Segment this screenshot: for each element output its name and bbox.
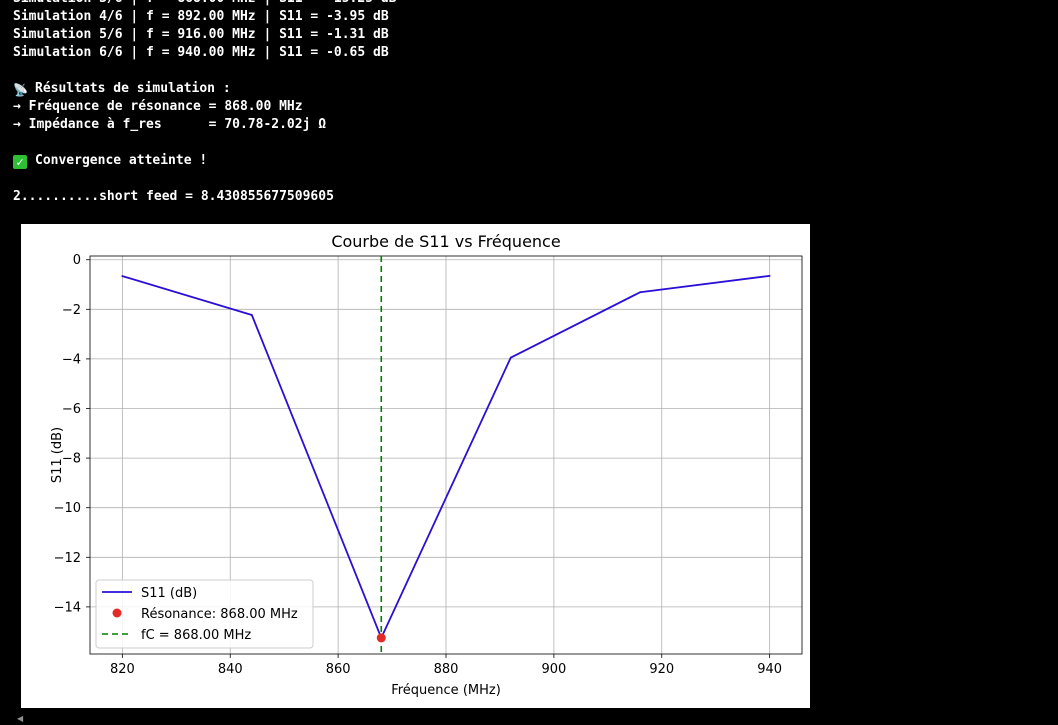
legend-fc-label: fC = 868.00 MHz (141, 628, 251, 643)
console-blank-line (13, 62, 1043, 80)
console-line-simulation-5: Simulation 5/6 | f = 916.00 MHz | S11 = … (13, 27, 389, 42)
x-tick-label: 940 (757, 662, 782, 677)
s11-data-point (509, 356, 512, 359)
console-blank-line (13, 134, 1043, 152)
y-axis-label: S11 (dB) (50, 427, 65, 483)
s11-chart-figure: Courbe de S11 vs Fréquence 820 840 860 880 90… (21, 224, 810, 708)
legend-series-label: S11 (dB) (141, 586, 197, 601)
x-tick-label: 860 (326, 662, 351, 677)
console-resonance-frequency: → Fréquence de résonance = 868.00 MHz (13, 99, 303, 114)
y-tick-label: −2 (62, 303, 81, 318)
chart-title: Courbe de S11 vs Fréquence (331, 232, 560, 251)
console-line-simulation-3: Simulation 3/6 | f = 868.00 MHz | S11 = … (13, 0, 1043, 8)
s11-data-point (639, 291, 642, 294)
legend-box (95, 579, 314, 649)
convergence-text: Convergence atteinte ! (35, 153, 208, 168)
y-tick-label: 0 (73, 253, 81, 268)
console-convergence: ✓ Convergence atteinte ! (13, 152, 1043, 170)
y-tick-label: −12 (54, 551, 81, 566)
x-tick-label: 820 (110, 662, 135, 677)
x-tick-label: 880 (434, 662, 459, 677)
scroll-left-arrow-icon[interactable]: ◀ (17, 714, 24, 723)
console-blank-line (13, 170, 1043, 188)
legend-resonance-label: Résonance: 868.00 MHz (141, 607, 298, 622)
s11-data-point (768, 274, 771, 277)
console-results-heading: 📡 Résultats de simulation : (13, 80, 1043, 98)
resonance-marker (376, 633, 386, 643)
x-axis-label: Fréquence (MHz) (391, 683, 501, 698)
s11-data-point (250, 314, 253, 316)
x-tick-label: 900 (541, 662, 566, 677)
plot-frame (89, 255, 803, 655)
console-impedance: → Impédance à f_res = 70.78-2.02j Ω (13, 117, 327, 132)
console-short-feed: 2..........short feed = 8.43085567750960… (13, 189, 334, 204)
console-line-simulation-4: Simulation 4/6 | f = 892.00 MHz | S11 = … (13, 9, 389, 24)
console-output: Simulation 3/6 | f = 868.00 MHz | S11 = … (13, 0, 1043, 206)
y-tick-label: −8 (62, 452, 81, 467)
check-mark-icon: ✓ (13, 155, 27, 169)
s11-chart: Courbe de S11 vs Fréquence 820 840 860 880 90… (50, 232, 803, 698)
x-tick-label: 840 (218, 662, 243, 677)
s11-series-line (122, 274, 770, 641)
console-line-simulation-6: Simulation 6/6 | f = 940.00 MHz | S11 = … (13, 45, 389, 60)
y-tick-label: −4 (62, 352, 81, 367)
y-tick-label: −10 (54, 501, 81, 516)
y-tick-label: −14 (54, 600, 81, 615)
s11-data-point (121, 275, 124, 277)
x-tick-label: 920 (649, 662, 674, 677)
satellite-dish-icon: 📡 (13, 83, 28, 97)
results-heading-text: Résultats de simulation : (35, 81, 231, 96)
y-tick-label: −6 (62, 402, 81, 417)
legend-resonance-swatch (112, 608, 122, 618)
